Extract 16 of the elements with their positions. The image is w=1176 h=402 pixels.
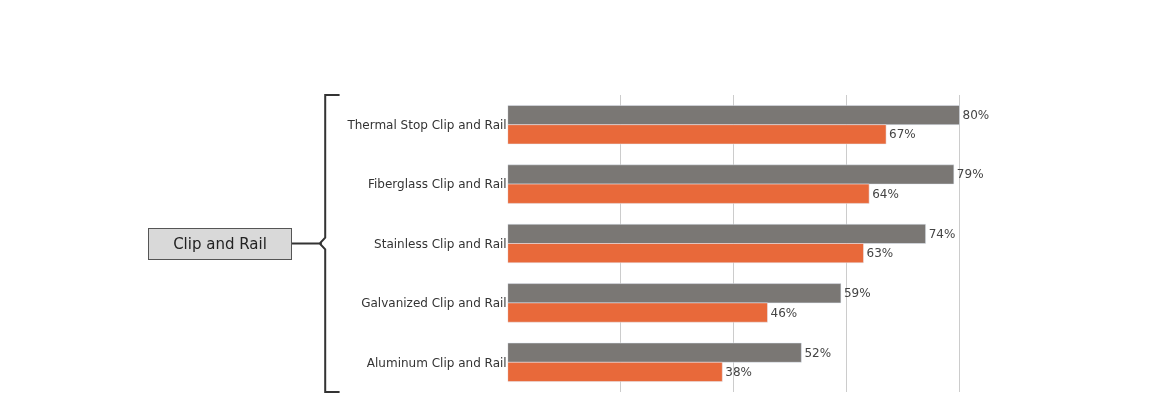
y-tick-label: Galvanized Clip and Rail [361, 296, 507, 311]
data-label: 52% [804, 345, 832, 360]
data-label: 74% [928, 226, 956, 241]
data-label: 59% [843, 286, 871, 301]
y-tick-label: Thermal Stop Clip and Rail [346, 117, 507, 132]
y-tick-label: Aluminum Clip and Rail [366, 355, 507, 370]
data-label: 67% [889, 127, 916, 142]
data-label: 63% [866, 246, 894, 261]
y-tick-label: Stainless Clip and Rail [374, 236, 507, 251]
data-label: 80% [962, 108, 990, 123]
y-tick-label: Fiberglass Clip and Rail [368, 177, 507, 192]
data-label: 79% [956, 167, 984, 182]
data-label: 64% [872, 186, 899, 201]
data-label: 46% [770, 305, 798, 320]
data-label: 38% [725, 364, 752, 379]
text: Clip and Rail [173, 235, 267, 253]
